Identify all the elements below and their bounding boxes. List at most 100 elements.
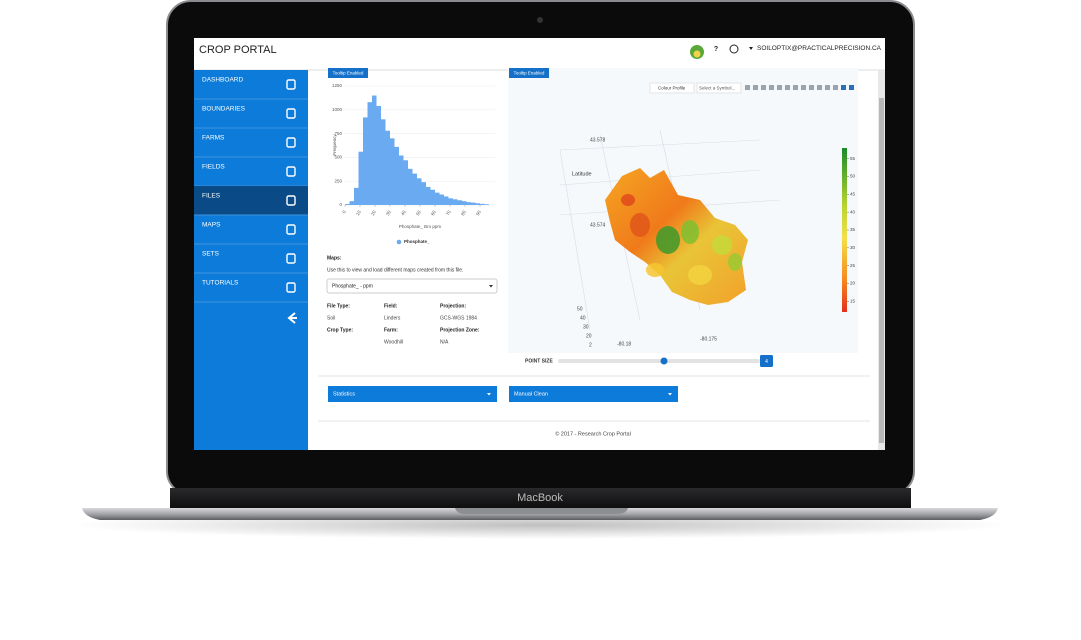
x-tick-label: 50 <box>415 209 422 216</box>
toolbar-icon[interactable] <box>761 85 766 90</box>
info-label: File Type: <box>327 303 350 309</box>
toolbar-icon[interactable] <box>841 85 846 90</box>
slider-value-box <box>760 355 773 367</box>
point-size-label: POINT SIZE <box>525 358 553 364</box>
info-label: Field: <box>384 303 398 309</box>
bar <box>372 95 377 205</box>
user-email[interactable]: SOILOPTIX@PRACTICALPRECISION.CA <box>757 45 882 52</box>
surface-patch <box>646 263 664 277</box>
bar <box>354 187 359 205</box>
surface-patch <box>681 220 699 244</box>
bar <box>412 173 417 205</box>
device-label: MacBook <box>517 492 563 504</box>
colorbar-label: 35 <box>850 227 856 232</box>
settings-icon[interactable] <box>729 44 739 54</box>
lon-tick: -80.175 <box>700 336 717 342</box>
nav-item[interactable]: TUTORIALS <box>202 280 239 287</box>
colorbar-label: 15 <box>850 298 856 303</box>
lip <box>170 488 911 508</box>
nav-item[interactable]: FIELDS <box>202 164 225 171</box>
bar <box>448 198 453 205</box>
symbol-select[interactable] <box>696 82 742 94</box>
toolbar-icon[interactable] <box>825 85 830 90</box>
nav-icon <box>286 224 296 235</box>
button-label: Statistics <box>333 391 355 397</box>
toolbar-icon[interactable] <box>793 85 798 90</box>
bar <box>399 155 404 205</box>
nav-icon <box>286 253 296 264</box>
nav-item[interactable]: FARMS <box>202 135 225 142</box>
colorbar-label: 50 <box>850 174 856 179</box>
colour-profile: Colour Profile <box>658 86 686 91</box>
select-caret <box>489 285 493 288</box>
bar <box>435 192 440 205</box>
nav-icon <box>286 282 296 293</box>
nav-item[interactable]: MAPS <box>202 222 221 229</box>
lon-tick: -80.18 <box>617 341 631 347</box>
bar <box>421 182 426 205</box>
surface-patch <box>688 265 712 285</box>
toolbar-icon[interactable] <box>801 85 806 90</box>
y-tick-label: 250 <box>334 178 342 183</box>
bar <box>426 186 431 205</box>
collapse-arrow[interactable] <box>287 312 297 324</box>
nav-icon <box>286 108 296 119</box>
tooltip-tab[interactable] <box>328 68 368 78</box>
nav-item[interactable]: SETS <box>202 251 220 258</box>
y-tick-label: 0 <box>339 202 342 207</box>
map-select[interactable] <box>326 278 498 294</box>
toolbar-icon[interactable] <box>809 85 814 90</box>
bar <box>408 168 413 205</box>
toolbar-icon[interactable] <box>849 85 854 90</box>
colour-profile-btn[interactable] <box>649 82 695 94</box>
bar <box>367 102 372 205</box>
slider-knob[interactable] <box>660 357 668 365</box>
bar <box>457 200 462 205</box>
bar <box>484 204 489 205</box>
toolbar-icon[interactable] <box>769 85 774 90</box>
nav-icon <box>286 79 296 90</box>
bar <box>475 203 480 205</box>
file-info: Maps: Use this to view and load different… <box>326 255 498 345</box>
bar <box>358 151 363 205</box>
avatar-face <box>693 50 701 58</box>
help-icon[interactable]: ? <box>714 46 718 53</box>
toolbar-icon[interactable] <box>745 85 750 90</box>
x-tick-label: 0 <box>341 209 347 214</box>
colorbar-label: 40 <box>850 209 856 214</box>
nav-item[interactable]: BOUNDARIES <box>202 106 246 113</box>
toolbar-icon[interactable] <box>777 85 782 90</box>
info-label: Projection: <box>440 303 466 309</box>
bar <box>430 189 435 205</box>
z-tick: 30 <box>583 324 589 330</box>
x-tick-label: 70 <box>445 209 452 216</box>
x-tick-label: 40 <box>400 209 407 216</box>
x-tick-label: 10 <box>355 209 362 216</box>
tooltip-tab[interactable] <box>509 68 549 78</box>
nav-item[interactable]: FILES <box>202 193 221 200</box>
z-tick: 50 <box>577 306 583 312</box>
toolbar-icon[interactable] <box>785 85 790 90</box>
bar <box>480 203 485 205</box>
colorbar-label: 30 <box>850 245 856 250</box>
user-caret <box>749 47 753 50</box>
bar <box>385 130 390 205</box>
slider-track[interactable] <box>558 359 760 363</box>
maps-label: Maps: <box>327 255 342 261</box>
nav-item[interactable]: DASHBOARD <box>202 77 243 84</box>
bar <box>363 117 368 205</box>
axis-grid <box>559 149 591 331</box>
camera <box>537 17 543 23</box>
colorbar-label: 25 <box>850 263 856 268</box>
y-tick-label: 500 <box>334 155 342 160</box>
active-item <box>194 186 308 215</box>
bar <box>345 204 350 205</box>
toolbar-icon[interactable] <box>817 85 822 90</box>
toolbar-icon[interactable] <box>833 85 838 90</box>
dropdown-button[interactable] <box>509 386 678 402</box>
nav-icon <box>286 137 296 148</box>
scroll-thumb[interactable] <box>879 98 884 443</box>
dropdown-button[interactable] <box>328 386 497 402</box>
toolbar-icon[interactable] <box>753 85 758 90</box>
